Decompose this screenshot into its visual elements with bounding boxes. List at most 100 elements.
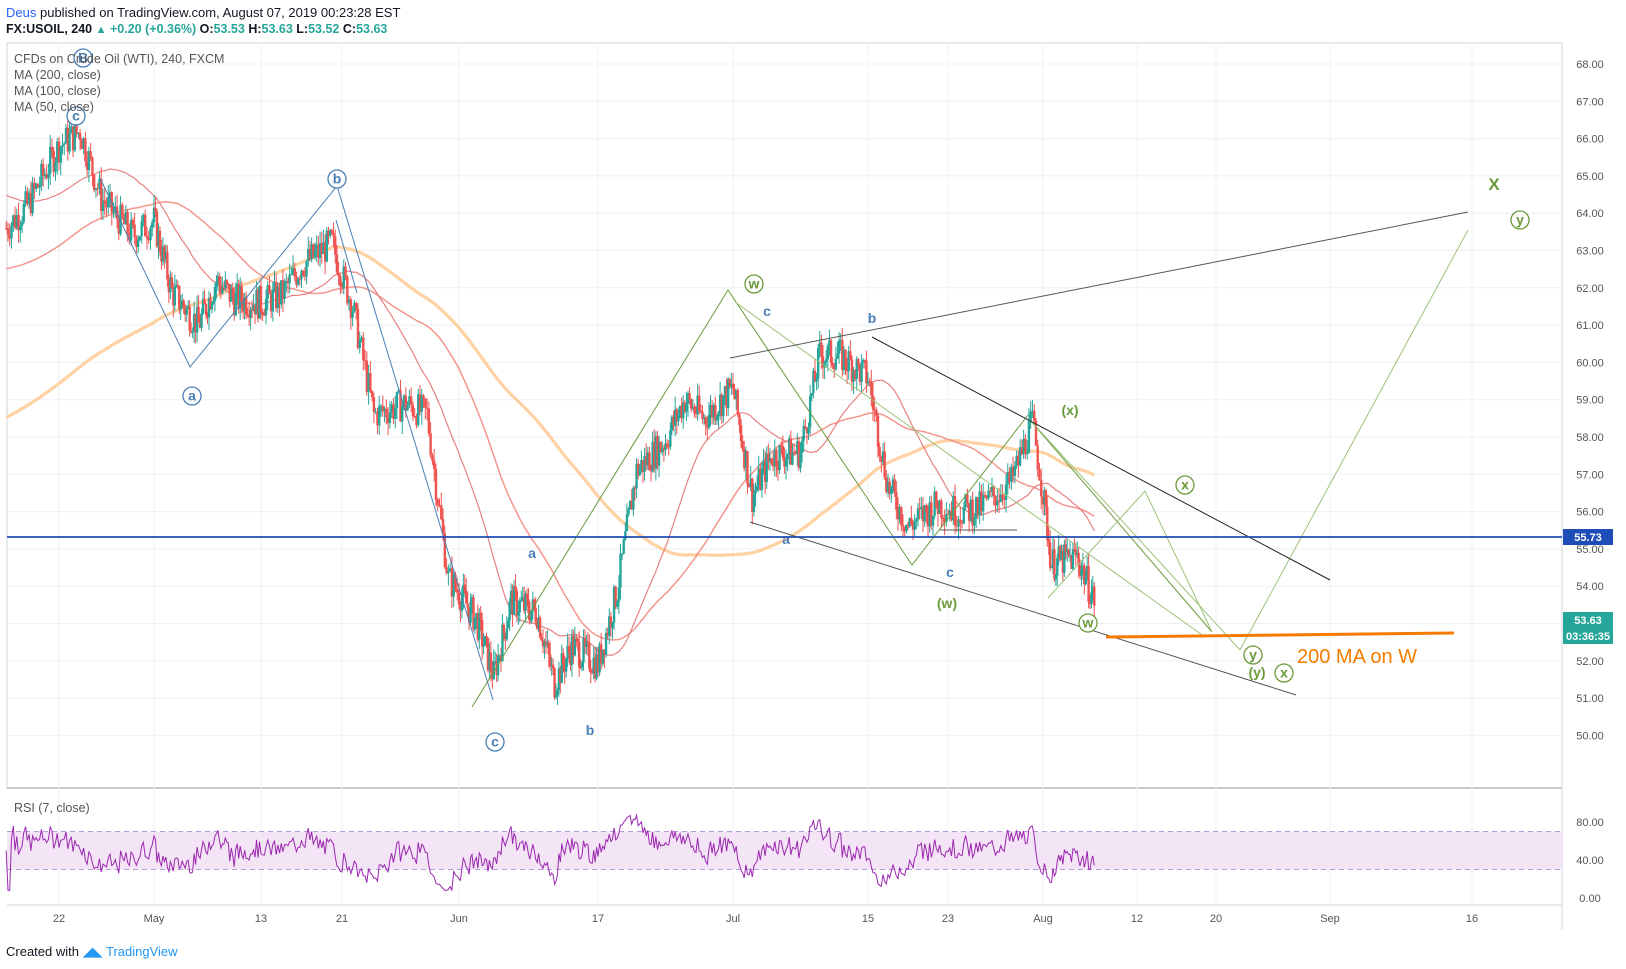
- price-axis[interactable]: 68.00 67.00 66.00 65.00 64.00 63.00 62.00 61.00…: [1576, 59, 1604, 905]
- candle[interactable]: [588, 642, 591, 669]
- candle[interactable]: [792, 451, 796, 453]
- candle[interactable]: [553, 668, 556, 698]
- candle[interactable]: [480, 620, 484, 647]
- candle[interactable]: [508, 601, 511, 621]
- candle[interactable]: [563, 665, 566, 672]
- candle[interactable]: [582, 637, 585, 663]
- candle[interactable]: [702, 417, 706, 419]
- candle[interactable]: [866, 381, 870, 384]
- candle[interactable]: [427, 408, 431, 434]
- candle[interactable]: [865, 360, 868, 384]
- candle[interactable]: [667, 446, 670, 448]
- candle[interactable]: [677, 413, 680, 422]
- candle[interactable]: [29, 193, 33, 214]
- candle[interactable]: [27, 193, 31, 205]
- candle[interactable]: [365, 360, 369, 393]
- wave-green-line[interactable]: [471, 289, 1029, 708]
- main-pane[interactable]: [6, 42, 1563, 789]
- candle[interactable]: [765, 453, 768, 483]
- candle[interactable]: [789, 438, 793, 465]
- candle[interactable]: [675, 409, 678, 422]
- candle[interactable]: [1063, 544, 1066, 573]
- candle[interactable]: [959, 519, 962, 523]
- candle[interactable]: [1053, 549, 1056, 580]
- candle[interactable]: [651, 441, 654, 472]
- candle[interactable]: [1036, 445, 1039, 470]
- candle[interactable]: [228, 284, 231, 302]
- candle[interactable]: [974, 497, 978, 519]
- candle[interactable]: [701, 411, 704, 419]
- candle[interactable]: [349, 299, 353, 318]
- candle[interactable]: [135, 237, 138, 248]
- candle[interactable]: [818, 342, 821, 349]
- candle[interactable]: [197, 306, 200, 323]
- candle[interactable]: [518, 600, 522, 613]
- candle[interactable]: [935, 491, 938, 507]
- candle[interactable]: [459, 604, 462, 611]
- candle[interactable]: [434, 468, 438, 500]
- candle[interactable]: [778, 445, 781, 471]
- candle[interactable]: [212, 300, 215, 304]
- candle[interactable]: [346, 276, 349, 304]
- candle[interactable]: [845, 366, 849, 372]
- candle[interactable]: [946, 514, 950, 516]
- candle[interactable]: [908, 518, 911, 527]
- candle[interactable]: [469, 601, 472, 623]
- candle[interactable]: [296, 279, 300, 285]
- candle[interactable]: [994, 495, 997, 506]
- candle[interactable]: [395, 392, 399, 409]
- candle[interactable]: [567, 645, 571, 653]
- candle[interactable]: [393, 408, 397, 419]
- candle[interactable]: [131, 219, 135, 225]
- candle[interactable]: [152, 207, 156, 223]
- candle[interactable]: [59, 146, 62, 163]
- candle[interactable]: [1077, 552, 1080, 566]
- candle[interactable]: [1054, 575, 1058, 580]
- candle[interactable]: [285, 280, 288, 282]
- candle[interactable]: [726, 379, 730, 408]
- candle[interactable]: [768, 458, 772, 462]
- candle[interactable]: [1046, 506, 1049, 540]
- candle[interactable]: [978, 491, 981, 516]
- candle[interactable]: [707, 415, 711, 428]
- candle[interactable]: [392, 404, 395, 419]
- candle[interactable]: [656, 436, 659, 466]
- candle[interactable]: [408, 396, 411, 405]
- candle[interactable]: [987, 490, 990, 499]
- candle[interactable]: [227, 283, 230, 285]
- candle[interactable]: [501, 624, 504, 662]
- candle[interactable]: [308, 249, 312, 260]
- candle[interactable]: [842, 349, 846, 371]
- candle[interactable]: [596, 654, 600, 673]
- candle[interactable]: [101, 200, 105, 212]
- candle[interactable]: [154, 207, 157, 212]
- candle[interactable]: [166, 252, 169, 280]
- candle[interactable]: [36, 184, 40, 188]
- candle[interactable]: [1066, 549, 1069, 553]
- wave-fan-line[interactable]: [1029, 419, 1241, 651]
- candle[interactable]: [875, 409, 878, 416]
- candle[interactable]: [775, 449, 778, 467]
- candle[interactable]: [1067, 549, 1070, 555]
- candle[interactable]: [470, 597, 474, 602]
- candle[interactable]: [592, 657, 595, 674]
- candle[interactable]: [521, 596, 524, 601]
- candle[interactable]: [807, 427, 810, 434]
- candle[interactable]: [15, 214, 18, 228]
- candle[interactable]: [752, 493, 756, 512]
- candle[interactable]: [971, 499, 974, 526]
- candle[interactable]: [572, 635, 575, 656]
- candle[interactable]: [893, 479, 896, 492]
- candle[interactable]: [372, 397, 376, 412]
- candle[interactable]: [335, 254, 339, 273]
- candle[interactable]: [121, 204, 124, 218]
- candle[interactable]: [657, 442, 661, 466]
- candle[interactable]: [447, 570, 450, 574]
- candle[interactable]: [1041, 496, 1045, 505]
- candle[interactable]: [63, 143, 66, 146]
- candle[interactable]: [216, 276, 220, 282]
- candle[interactable]: [575, 638, 578, 640]
- candle[interactable]: [204, 304, 208, 315]
- candle[interactable]: [598, 644, 601, 673]
- candle[interactable]: [964, 493, 967, 508]
